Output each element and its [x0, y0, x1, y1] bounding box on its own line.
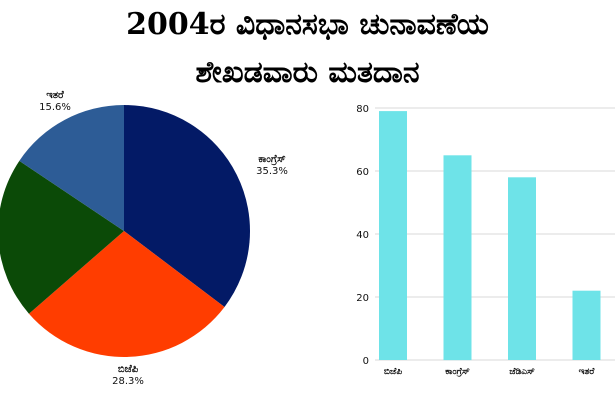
pie-slice-percent-3: 15.6% — [39, 102, 71, 113]
pie-chart: ಕಾಂಗ್ರೆಸ್35.3% ಬಿಜೆಪಿ28.3% ಇತರೆ15.6% — [0, 90, 288, 387]
pie-slice-1 — [28, 231, 225, 358]
pie-slice-label-0: ಕಾಂಗ್ರೆಸ್ — [258, 154, 285, 166]
x-category-label-0: ಬಿಜೆಪಿ — [384, 366, 402, 377]
pie-slice-percent-1: 28.3% — [112, 376, 144, 387]
pie-slice-3 — [19, 105, 125, 231]
pie-slice-label-3: ಇತರೆ — [46, 90, 64, 101]
bar-1 — [443, 155, 472, 361]
x-category-label-2: ಜೆಡಿಎಸ್ — [509, 366, 535, 377]
y-tick-label-3: 60 — [356, 167, 369, 178]
chart-title-line-1: 2004ರ ವಿಧಾನಸಭಾ ಚುನಾವಣೆಯ — [126, 7, 489, 42]
pie-slice-0 — [124, 105, 250, 307]
bar-3 — [572, 290, 601, 360]
chart-title-line-2: ಶೇಖಡವಾರು ಮತದಾನ — [195, 55, 420, 90]
x-category-label-1: ಕಾಂಗ್ರೆಸ್ — [445, 366, 470, 378]
y-tick-label-2: 40 — [356, 230, 369, 241]
bar-0 — [379, 111, 407, 360]
bar-2 — [508, 177, 536, 360]
y-tick-label-4: 80 — [356, 104, 369, 115]
bar-chart: 0 20 40 60 80 ಬಿಜೆಪಿ ಕಾಂಗ್ರೆಸ್ ಜೆಡಿಎಸ್ ಇತರೆ — [356, 104, 615, 378]
y-tick-label-0: 0 — [363, 356, 369, 367]
y-tick-label-1: 20 — [356, 293, 369, 304]
pie-slice-2 — [0, 160, 124, 314]
pie-slice-percent-0: 35.3% — [256, 166, 288, 177]
x-category-label-3: ಇತರೆ — [579, 366, 595, 377]
pie-slice-label-1: ಬಿಜೆಪಿ — [118, 364, 139, 375]
